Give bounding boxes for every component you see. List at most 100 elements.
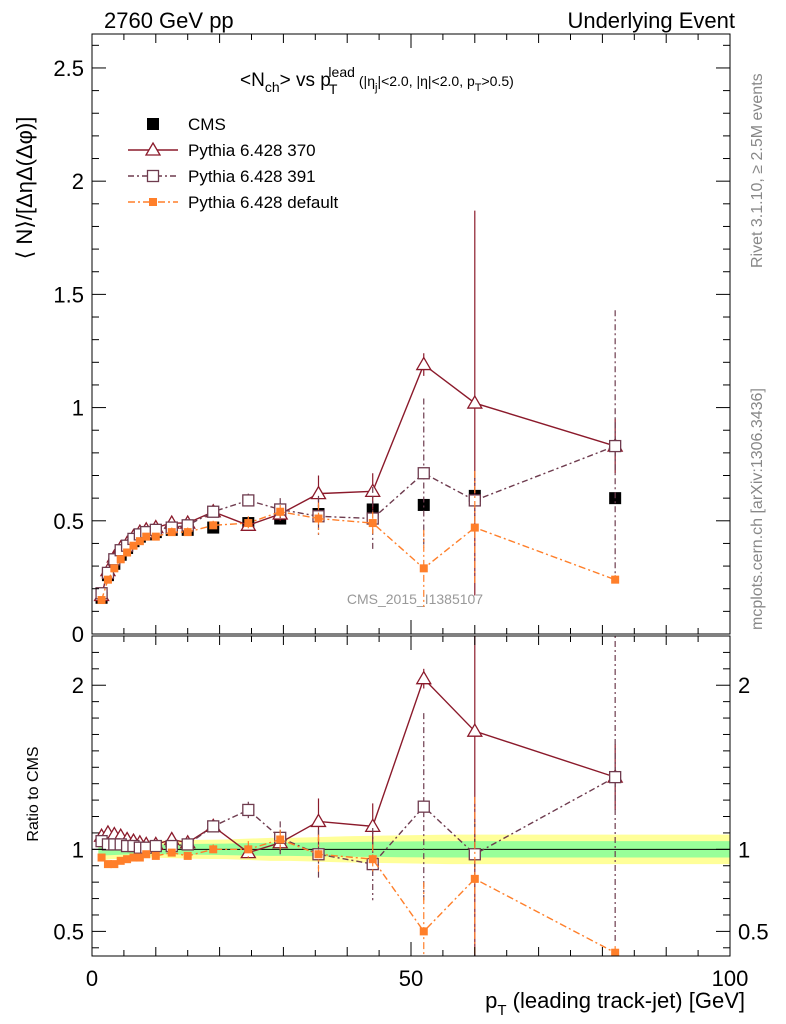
title-main-a-sub: ch xyxy=(265,79,280,95)
plot-title: <Nch> vs pTlead(|ηj|<2.0, |η|<2.0, pT>0.… xyxy=(240,64,514,97)
data-point-pdef xyxy=(314,850,323,859)
legend-label-p370: Pythia 6.428 370 xyxy=(188,141,316,160)
data-point-pdef xyxy=(314,514,323,523)
data-point-p391 xyxy=(609,439,622,453)
data-point-pdef xyxy=(97,853,106,862)
data-point-pdef xyxy=(103,575,112,584)
main-panel: 0 0.5 1 1.5 2 2.5 xyxy=(53,33,731,647)
series-line-pdef xyxy=(100,511,616,601)
data-point-pdef xyxy=(129,853,138,862)
data-point-pdef xyxy=(611,948,620,956)
series-line-p391 xyxy=(100,445,616,594)
data-point-pdef xyxy=(209,521,218,530)
data-point-pdef xyxy=(419,927,428,936)
y-tick-label: 1 xyxy=(72,396,84,421)
data-point-pdef xyxy=(209,845,218,854)
series-line-p370 xyxy=(100,363,616,596)
data-point-p391 xyxy=(609,770,622,784)
panel-frame xyxy=(91,635,731,957)
data-point-p391 xyxy=(242,494,255,507)
data-point-p391 xyxy=(417,467,430,480)
main-ylabel: ⟨ N⟩/[ΔηΔ(Δφ)] xyxy=(12,117,37,260)
data-point-pdef xyxy=(103,860,112,869)
data-point-cms xyxy=(417,498,430,511)
title-cond-b: |<2.0, |η|<2.0, p xyxy=(377,73,475,89)
legend-marker-p391 xyxy=(146,169,160,183)
data-point-pdef xyxy=(368,855,377,864)
data-point-pdef xyxy=(135,537,144,546)
data-point-pdef xyxy=(142,532,151,541)
data-point-p391 xyxy=(417,800,430,813)
title-main-b: > vs p xyxy=(280,70,331,91)
data-point-pdef xyxy=(110,564,119,573)
y-tick-label: 1.5 xyxy=(53,282,84,307)
data-point-pdef xyxy=(151,851,160,860)
data-point-p391 xyxy=(207,505,220,518)
title-main-a: <N xyxy=(240,70,265,91)
xlabel-sub: T xyxy=(497,1002,506,1019)
title-cond-b-sub: T xyxy=(475,82,482,94)
data-point-pdef xyxy=(183,528,192,537)
data-point-pdef xyxy=(151,532,160,541)
data-point-pdef xyxy=(110,860,119,869)
mcplots-label: mcplots.cern.ch [arXiv:1306.3436] xyxy=(749,388,766,630)
data-point-pdef xyxy=(276,507,285,516)
data-point-p391 xyxy=(181,838,194,851)
title-cond-c: >0.5) xyxy=(482,73,514,89)
data-point-pdef xyxy=(123,548,132,557)
data-point-p370 xyxy=(415,670,432,685)
y-tick-label: 2 xyxy=(72,169,84,194)
y-tick-label: 0.5 xyxy=(53,919,84,944)
data-point-pdef xyxy=(470,874,479,883)
data-point-p370 xyxy=(466,722,483,737)
data-point-pdef xyxy=(368,519,377,528)
title-cond-a: (|η xyxy=(359,73,375,89)
data-point-p370 xyxy=(466,394,483,409)
y-tick-label-right: 2 xyxy=(738,673,750,698)
legend-label-cms: CMS xyxy=(188,115,226,134)
data-point-p391 xyxy=(149,839,162,853)
ratio-panel: 0.5 0.5 1 1 2 2 0 50 100 xyxy=(53,635,769,991)
data-point-pdef xyxy=(116,555,125,564)
analysis-watermark: CMS_2015_I1385107 xyxy=(347,591,483,607)
series-line-p370 xyxy=(101,677,616,854)
data-point-pdef xyxy=(116,856,125,865)
legend: CMS Pythia 6.428 370 Pythia 6.428 391 Pythi… xyxy=(128,115,339,212)
data-point-p370 xyxy=(415,356,432,371)
data-point-pdef xyxy=(183,851,192,860)
data-point-pdef xyxy=(123,855,132,864)
y-tick-label: 2.5 xyxy=(53,56,84,81)
header-left: 2760 GeV pp xyxy=(104,8,234,33)
y-tick-label-right: 0.5 xyxy=(738,919,769,944)
data-point-pdef xyxy=(135,853,144,862)
y-tick-label: 0.5 xyxy=(53,509,84,534)
xlabel-rest: (leading track-jet) [GeV] xyxy=(507,988,745,1013)
plot-area xyxy=(93,210,624,607)
title-main-b-sup: lead xyxy=(328,64,354,80)
legend-label-p391: Pythia 6.428 391 xyxy=(188,167,316,186)
data-point-p391 xyxy=(207,820,220,833)
xlabel-p: p xyxy=(485,988,497,1013)
data-point-pdef xyxy=(276,835,285,844)
data-point-pdef xyxy=(470,523,479,532)
x-tick-label: 0 xyxy=(86,966,98,991)
x-tick-label: 50 xyxy=(399,966,423,991)
data-point-pdef xyxy=(167,528,176,537)
title-cond-a-sub: j xyxy=(374,82,377,94)
y-tick-label-right: 1 xyxy=(738,837,750,862)
legend-marker-p370 xyxy=(144,141,162,156)
legend-marker-cms xyxy=(147,118,159,130)
rivet-label: Rivet 3.1.10, ≥ 2.5M events xyxy=(749,73,766,268)
legend-marker-pdef xyxy=(149,198,157,206)
x-tick-label: 100 xyxy=(712,966,749,991)
ratio-ylabel: Ratio to CMS xyxy=(25,746,42,841)
x-axis-label: pT (leading track-jet) [GeV] xyxy=(485,988,745,1019)
data-point-p370 xyxy=(310,813,327,828)
plot-area xyxy=(92,636,730,956)
data-point-pdef xyxy=(244,519,253,528)
data-point-pdef xyxy=(419,564,428,573)
data-point-p391 xyxy=(242,803,255,817)
data-point-pdef xyxy=(142,850,151,859)
title-main-b-sub: T xyxy=(329,81,338,97)
